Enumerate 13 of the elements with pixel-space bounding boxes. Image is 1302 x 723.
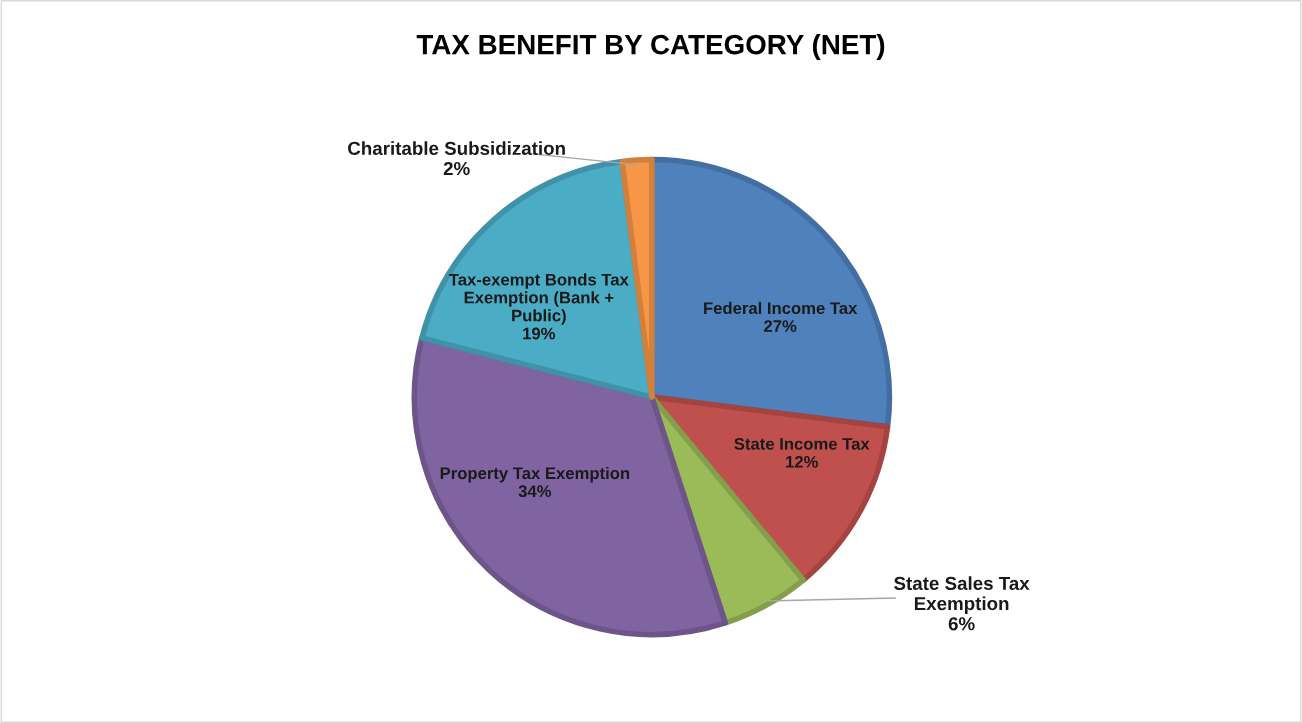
chart-title: TAX BENEFIT BY CATEGORY (NET) [416,34,885,60]
slice-label: Federal Income Tax [704,301,858,315]
slice-label: Tax-exempt Bonds Tax Exemption (Bank + Public) [449,273,629,325]
data-label: 12% [786,455,818,468]
data-label: 6% [948,617,975,631]
data-label: 2% [443,161,470,176]
slice-label: Charitable Subsidization [348,141,565,155]
data-label: 19% [523,327,556,340]
slice-label: Property Tax Exemption [440,466,630,483]
data-label: 27% [764,320,797,332]
slice-label: State Sales Tax Exemption [894,576,1030,614]
data-label: 34% [518,485,552,498]
slice-label: State Income Tax [734,437,870,450]
